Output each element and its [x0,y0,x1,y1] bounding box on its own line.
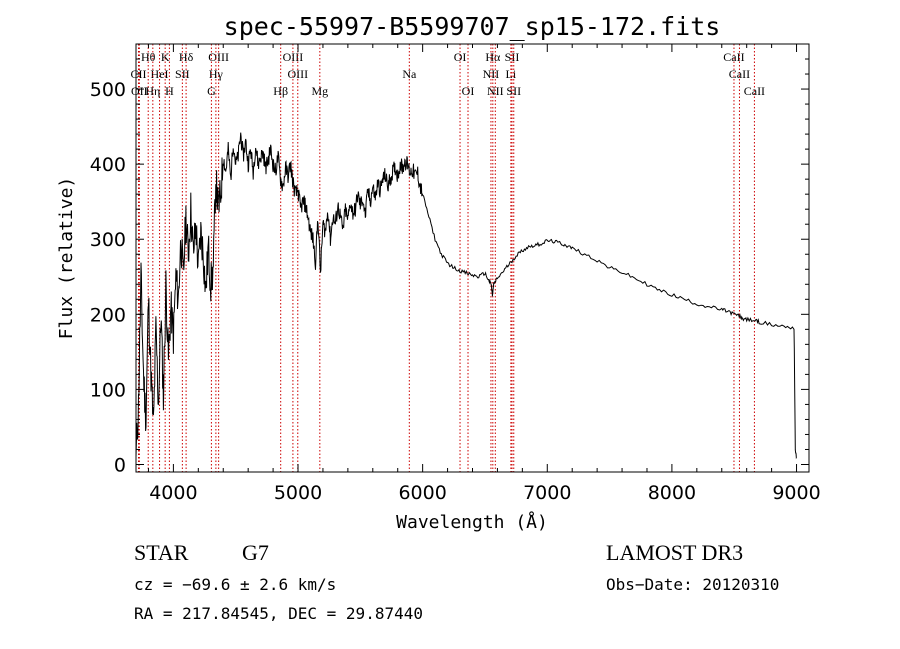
ra-dec: RA = 217.84545, DEC = 29.87440 [134,604,423,623]
spectral-line-label: OII [131,84,148,98]
object-class: STAR [134,540,189,565]
spectral-line-label: K [161,50,170,64]
x-tick-label: 8000 [648,482,696,504]
spectral-line-label: OI [462,84,475,98]
spectral-line-label: OIII [287,67,308,81]
redshift-velocity: cz = −69.6 ± 2.6 km/s [134,575,337,594]
spectral-line-label: CaII [744,84,765,98]
x-tick-label: 4000 [149,482,197,504]
spectral-line-label: Na [402,67,417,81]
x-axis-label: Wavelength (Å) [396,511,548,533]
spectral-line-label: OI [454,50,467,64]
y-axis-label: Flux (relative) [56,177,77,340]
plot-frame [135,43,810,473]
y-tick-label: 500 [90,79,126,101]
x-tick-label: 7000 [523,482,571,504]
chart-title: spec-55997-B5599707_sp15-172.fits [224,12,721,41]
spectral-line-label: NII [483,67,500,81]
object-subclass: G7 [242,540,269,565]
spectral-line-label: Hθ [141,50,156,64]
x-tick-label: 6000 [398,482,446,504]
spectral-line-label: OIII [283,50,304,64]
y-axis: 0 100 200 300 400 500 [90,58,809,476]
spectral-line-label: Hα [485,50,501,64]
y-tick-label: 0 [114,454,126,476]
y-tick-label: 300 [90,229,126,251]
spectrum-line [135,132,797,460]
spectral-line-label: Li [506,67,517,81]
plot-area [135,132,797,460]
spectral-line-label: CaII [723,50,744,64]
x-tick-label: 9000 [772,482,820,504]
spectral-line-label: Hγ [209,67,224,81]
spectral-line-label: OIII [208,50,229,64]
spectral-line-label: HeI [151,67,169,81]
spectral-line-label: Hβ [273,84,288,98]
spectral-line-label: CaII [729,67,750,81]
spectral-line-label: Mg [311,84,328,98]
spectral-line-label: Hδ [179,50,194,64]
y-tick-label: 400 [90,154,126,176]
spectral-line-label: NII [487,84,504,98]
survey-name: LAMOST DR3 [606,540,744,565]
y-tick-label: 100 [90,379,126,401]
spectral-line-label: SII [505,50,520,64]
spectral-line-label: G [207,84,216,98]
observation-date: Obs−Date: 20120310 [606,575,780,594]
x-axis: 4000 5000 6000 7000 8000 9000 [147,44,821,504]
y-tick-label: 200 [90,304,126,326]
spectral-line-label: SII [506,84,521,98]
x-tick-label: 5000 [274,482,322,504]
spectral-line-label: Hη [145,84,160,98]
spectral-line-label: SII [175,67,190,81]
spectral-line-label: H [165,84,174,98]
